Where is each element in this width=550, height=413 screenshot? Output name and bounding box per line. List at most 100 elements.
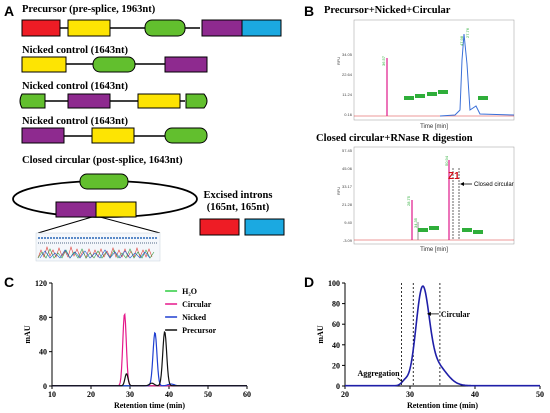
nicked2-construct	[19, 93, 208, 109]
chart-d-ytick-label: 80	[332, 300, 340, 309]
nicked2-green-left-block	[19, 93, 46, 109]
b-bottom-xlabel: Time [min]	[420, 247, 448, 253]
intron-cyan-block	[244, 218, 285, 236]
b-top-peak-label-3: 27.76	[465, 27, 470, 38]
b-bottom-ytick-4: 21.28	[342, 202, 353, 207]
panel-a-letter: A	[4, 3, 14, 19]
chart-c-series-line-3	[52, 330, 247, 387]
introns-title-line2: (165nt, 165nt)	[207, 202, 270, 213]
b-top-peak-label-1: 36.57	[381, 55, 386, 66]
precursor-purple-block	[201, 19, 243, 37]
b-bottom-ytick-1: 57.45	[342, 148, 353, 153]
nicked3-title: Nicked control (1643nt)	[22, 116, 128, 127]
chart-c-xtick-label: 10	[48, 390, 56, 399]
legend-label-3: Precursor	[182, 326, 217, 335]
b-bottom-peak-label-2: 34.35	[413, 217, 418, 228]
precursor-title: Precursor (pre-splice, 1963nt)	[22, 4, 156, 15]
nicked3-yellow-block	[91, 127, 135, 144]
closed-circular-label: Closed circular	[474, 182, 514, 188]
circular-title: Closed circular (post-splice, 1643nt)	[22, 155, 183, 166]
chart-c-xlabel: Retention time (min)	[114, 401, 185, 410]
chart-c-ytick-label: 80	[39, 313, 47, 322]
legend-label-0: H₂O	[182, 287, 197, 296]
legend-label-1: Circular	[182, 300, 212, 309]
chart-d-ytick-label: 0	[336, 382, 340, 391]
precursor-construct	[21, 19, 282, 37]
chart-d-ytick-label: 100	[328, 279, 340, 288]
chart-c-series-line-2	[52, 331, 247, 387]
panel-c: C 10 20 30 40 50 60 0 40 80 120 Retention time (mi…	[4, 274, 251, 410]
chart-c-xtick-label: 40	[165, 390, 173, 399]
nicked2-yellow-block	[137, 93, 181, 109]
nicked1-yellow-block	[21, 56, 67, 73]
chart-d-series-line-0	[345, 285, 540, 387]
b-top-ytick-1: 34.05	[342, 52, 353, 57]
chart-c-xtick-label: 60	[243, 390, 251, 399]
annotation-circular: Circular	[441, 310, 471, 319]
nicked3-construct	[21, 127, 208, 144]
b-bottom-ylabel: RFU	[336, 187, 341, 195]
chart-d-ytick-label: 40	[332, 341, 340, 350]
chart-d-xlabel: Retention time (min)	[407, 401, 478, 410]
chart-c-ylabel: mAU	[23, 325, 32, 343]
b-bottom-ytick-6: -3.09	[343, 238, 353, 243]
chart-d-xtick-label: 50	[536, 390, 544, 399]
b-top-title: Precursor+Nicked+Circular	[324, 5, 451, 16]
nicked2-purple-block	[67, 93, 111, 109]
chart-c-xtick-label: 20	[87, 390, 95, 399]
nicked1-construct	[21, 56, 208, 73]
circular-construct	[12, 173, 198, 262]
precursor-cyan-block	[241, 19, 282, 37]
panel-c-letter: C	[4, 274, 14, 290]
panel-a: A Precursor (pre-splice, 1963nt) Nicked …	[4, 3, 285, 262]
z1-label: Z1	[448, 171, 460, 182]
b-bottom-electropherogram: RFU 57.45 45.06 33.17 21.28 9.40 -3.09 2…	[336, 146, 515, 253]
b-top-ylabel: RFU	[336, 57, 341, 65]
nicked1-title: Nicked control (1643nt)	[22, 45, 128, 56]
circular-green-block	[79, 173, 129, 190]
b-bottom-peak-label-3: 50.94	[444, 155, 449, 166]
nicked1-green-block	[92, 56, 136, 73]
nicked2-green-right-block	[185, 93, 208, 109]
b-top-ytick-4: 0.16	[344, 112, 353, 117]
annotation-aggregation: Aggregation	[358, 369, 401, 378]
precursor-red-block	[21, 19, 61, 37]
annotation-arrow-1	[397, 377, 403, 383]
chart-c-xtick-label: 30	[126, 390, 134, 399]
nicked2-title: Nicked control (1643nt)	[22, 81, 128, 92]
circular-purple-block	[55, 201, 97, 218]
intron-red-block	[199, 218, 240, 236]
chart-d-xtick-label: 20	[341, 390, 349, 399]
chart-c-ytick-label: 120	[35, 279, 47, 288]
panel-d-letter: D	[304, 274, 314, 290]
b-bottom-ytick-5: 9.40	[344, 220, 353, 225]
chart-c: 10 20 30 40 50 60 0 40 80 120 Retention time (min)…	[23, 279, 251, 410]
b-top-xlabel: Time [min]	[420, 124, 448, 130]
circular-yellow-block	[95, 201, 137, 218]
annotation-arrowhead-0	[426, 311, 431, 316]
chart-d-xtick-label: 40	[471, 390, 479, 399]
legend-label-2: Nicked	[182, 313, 207, 322]
nicked3-purple-block	[21, 127, 65, 144]
chart-d-ylabel: mAU	[316, 325, 325, 343]
b-top-ytick-2: 22.64	[342, 72, 353, 77]
precursor-yellow-block	[67, 19, 111, 37]
b-bottom-ytick-3: 33.17	[342, 184, 353, 189]
panel-b: B Precursor+Nicked+Circular RFU 34.05 22…	[304, 3, 515, 253]
b-top-ytick-3: 11.24	[342, 92, 352, 97]
b-bottom-peak-label-1: 28.75	[406, 195, 411, 206]
chart-d-ytick-label: 20	[332, 361, 340, 370]
panel-b-letter: B	[304, 3, 314, 19]
chart-d-xtick-label: 30	[406, 390, 414, 399]
nicked3-green-block	[164, 127, 208, 144]
nicked1-purple-block	[164, 56, 208, 73]
introns-title-line1: Excised introns	[204, 190, 273, 201]
chart-c-xtick-label: 50	[204, 390, 212, 399]
chart-c-series-line-1	[52, 312, 247, 387]
chart-c-ytick-label: 40	[39, 348, 47, 357]
b-top-electropherogram: RFU 34.05 22.64 11.24 0.16 36.57 47.98 2…	[336, 19, 515, 130]
b-bottom-ytick-2: 45.06	[342, 166, 353, 171]
